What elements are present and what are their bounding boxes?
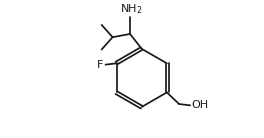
Text: F: F [97,60,103,70]
Text: OH: OH [191,100,209,110]
Text: NH$_2$: NH$_2$ [120,2,143,16]
